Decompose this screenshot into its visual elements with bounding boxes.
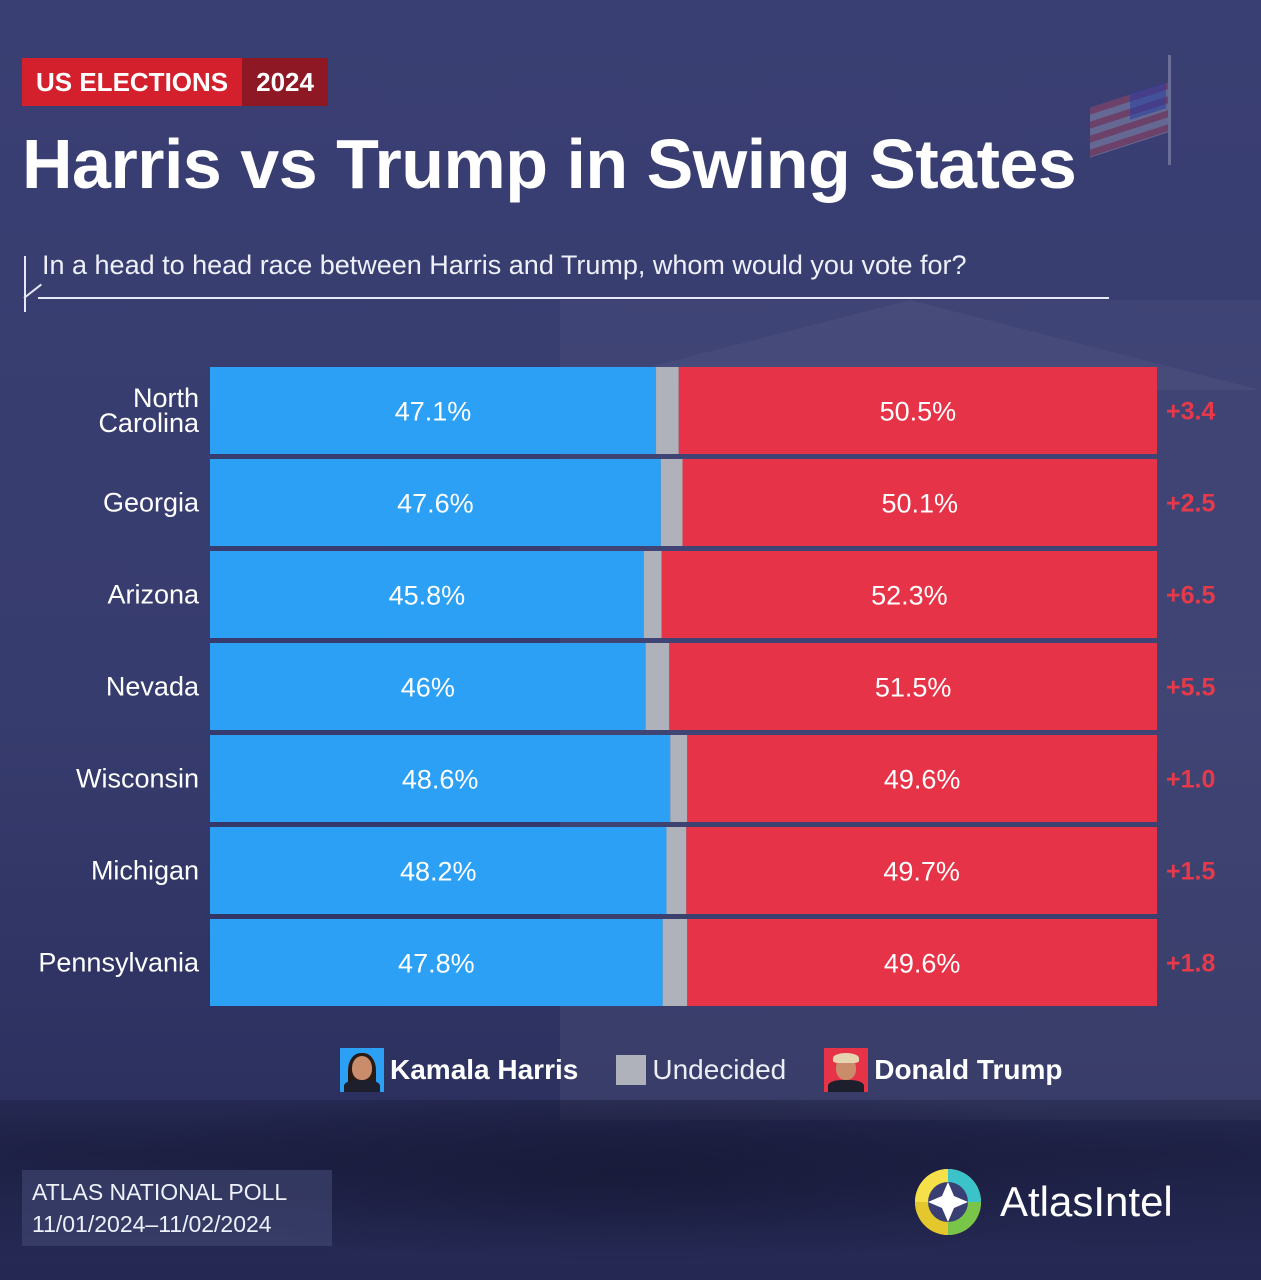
brand-name: AtlasIntel [1000, 1178, 1173, 1225]
chart-legend: Kamala Harris Undecided Donald Trump [340, 1046, 1100, 1094]
atlasintel-logo-icon [915, 1169, 981, 1235]
poll-dates: 11/01/2024–11/02/2024 [32, 1211, 272, 1237]
undecided-bar [643, 551, 662, 638]
undecided-bar [645, 643, 670, 730]
legend-label-trump: Donald Trump [874, 1054, 1063, 1085]
state-label: North Carolina [98, 383, 200, 438]
category-badge: US ELECTIONS 2024 [22, 58, 328, 106]
badge-year: 2024 [242, 58, 328, 106]
margin-label: +6.5 [1166, 582, 1215, 610]
poll-source: ATLAS NATIONAL POLL 11/01/2024–11/02/202… [22, 1170, 332, 1246]
trump-bar [669, 643, 1157, 730]
trump-value-label: 51.5% [875, 673, 952, 703]
harris-bar [210, 919, 663, 1006]
harris-bar [210, 367, 657, 454]
poll-name: ATLAS NATIONAL POLL [32, 1179, 288, 1205]
trump-bar [682, 459, 1157, 546]
harris-value-label: 47.6% [397, 489, 474, 519]
undecided-bar [670, 735, 688, 822]
trump-bar [687, 735, 1157, 822]
harris-portrait-icon [340, 1048, 384, 1092]
margin-label: +1.5 [1166, 858, 1215, 886]
legend-item-trump: Donald Trump [824, 1048, 1062, 1092]
undecided-bar [666, 827, 687, 914]
state-label: Arizona [107, 580, 200, 610]
legend-label-undecided: Undecided [652, 1054, 787, 1085]
trump-bar [678, 367, 1157, 454]
harris-value-label: 47.8% [398, 949, 475, 979]
undecided-bar [662, 919, 688, 1006]
trump-value-label: 50.1% [881, 489, 958, 519]
margin-label: +2.5 [1166, 490, 1215, 518]
undecided-swatch-icon [616, 1055, 647, 1085]
legend-label-harris: Kamala Harris [390, 1054, 579, 1085]
harris-value-label: 48.2% [400, 857, 477, 887]
state-label: Pennsylvania [38, 948, 200, 978]
trump-value-label: 50.5% [880, 397, 957, 427]
state-label: Nevada [106, 672, 200, 702]
harris-bar [210, 643, 646, 730]
trump-value-label: 52.3% [871, 581, 948, 611]
margin-label: +5.5 [1166, 674, 1215, 702]
callout-vertical-line [24, 256, 26, 312]
trump-value-label: 49.7% [883, 857, 960, 887]
trump-value-label: 49.6% [884, 949, 961, 979]
state-label: Georgia [103, 488, 200, 518]
trump-bar [686, 827, 1157, 914]
callout-underline [38, 297, 1109, 299]
harris-bar [210, 459, 661, 546]
state-label: Wisconsin [76, 764, 199, 794]
legend-item-undecided: Undecided [616, 1054, 786, 1086]
subtitle-callout: In a head to head race between Harris an… [23, 250, 1109, 318]
page-subtitle: In a head to head race between Harris an… [42, 250, 967, 280]
trump-value-label: 49.6% [884, 765, 961, 795]
harris-bar [210, 827, 667, 914]
undecided-bar [656, 367, 679, 454]
margin-label: +1.8 [1166, 950, 1215, 978]
trump-bar [687, 919, 1157, 1006]
harris-bar [210, 735, 671, 822]
harris-value-label: 45.8% [389, 581, 466, 611]
margin-label: +3.4 [1166, 398, 1215, 426]
page-title: Harris vs Trump in Swing States [22, 125, 1077, 203]
legend-item-harris: Kamala Harris [340, 1048, 578, 1092]
trump-portrait-icon [824, 1048, 869, 1092]
harris-value-label: 48.6% [402, 765, 479, 795]
state-label: Michigan [91, 856, 199, 886]
harris-bar [210, 551, 644, 638]
margin-label: +1.0 [1166, 766, 1215, 794]
flag-pole-icon [1168, 55, 1171, 165]
harris-value-label: 46% [401, 673, 455, 703]
harris-value-label: 47.1% [395, 397, 472, 427]
undecided-bar [660, 459, 683, 546]
trump-bar [661, 551, 1157, 638]
badge-label: US ELECTIONS [22, 58, 243, 106]
brand-logo: AtlasIntel [912, 1166, 1173, 1238]
